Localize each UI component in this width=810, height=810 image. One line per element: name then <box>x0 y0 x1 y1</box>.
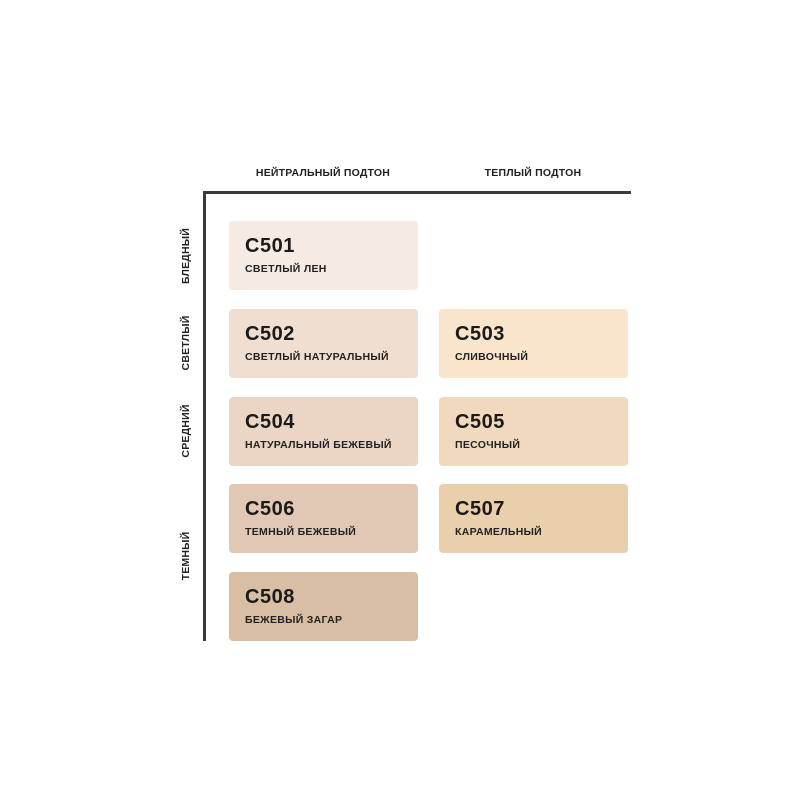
shade-code: C503 <box>455 323 505 345</box>
row-header-pale: БЛЕДНЫЙ <box>180 228 192 284</box>
column-header-neutral: НЕЙТРАЛЬНЫЙ ПОДТОН <box>255 167 391 179</box>
row-header-medium: СРЕДНИЙ <box>180 404 192 458</box>
shade-name: ТЕМНЫЙ БЕЖЕВЫЙ <box>245 526 357 538</box>
shade-code: C504 <box>245 411 295 433</box>
row-header-light: СВЕТЛЫЙ <box>180 315 192 371</box>
shade-name: БЕЖЕВЫЙ ЗАГАР <box>245 614 343 626</box>
shade-code: C502 <box>245 323 295 345</box>
shade-code: C506 <box>245 498 295 520</box>
shade-name: НАТУРАЛЬНЫЙ БЕЖЕВЫЙ <box>245 439 392 451</box>
shade-name: СЛИВОЧНЫЙ <box>455 351 529 363</box>
shade-card-c502: C502 СВЕТЛЫЙ НАТУРАЛЬНЫЙ <box>229 309 418 378</box>
shade-code: C507 <box>455 498 505 520</box>
shade-name: СВЕТЛЫЙ ЛЕН <box>245 263 327 275</box>
shade-code: C501 <box>245 235 295 257</box>
shade-card-c506: C506 ТЕМНЫЙ БЕЖЕВЫЙ <box>229 484 418 553</box>
vertical-axis-line <box>203 191 206 641</box>
shade-card-c507: C507 КАРАМЕЛЬНЫЙ <box>439 484 628 553</box>
shade-card-c508: C508 БЕЖЕВЫЙ ЗАГАР <box>229 572 418 641</box>
shade-name: КАРАМЕЛЬНЫЙ <box>455 526 543 538</box>
horizontal-axis-line <box>203 191 631 194</box>
shade-card-c504: C504 НАТУРАЛЬНЫЙ БЕЖЕВЫЙ <box>229 397 418 466</box>
shade-code: C505 <box>455 411 505 433</box>
shade-card-c505: C505 ПЕСОЧНЫЙ <box>439 397 628 466</box>
row-header-dark: ТЕМНЫЙ <box>180 531 192 581</box>
column-header-warm: ТЕПЛЫЙ ПОДТОН <box>484 167 582 179</box>
shade-name: ПЕСОЧНЫЙ <box>455 439 521 451</box>
shade-card-c503: C503 СЛИВОЧНЫЙ <box>439 309 628 378</box>
shade-code: C508 <box>245 586 295 608</box>
shade-card-c501: C501 СВЕТЛЫЙ ЛЕН <box>229 221 418 290</box>
shade-name: СВЕТЛЫЙ НАТУРАЛЬНЫЙ <box>245 351 389 363</box>
